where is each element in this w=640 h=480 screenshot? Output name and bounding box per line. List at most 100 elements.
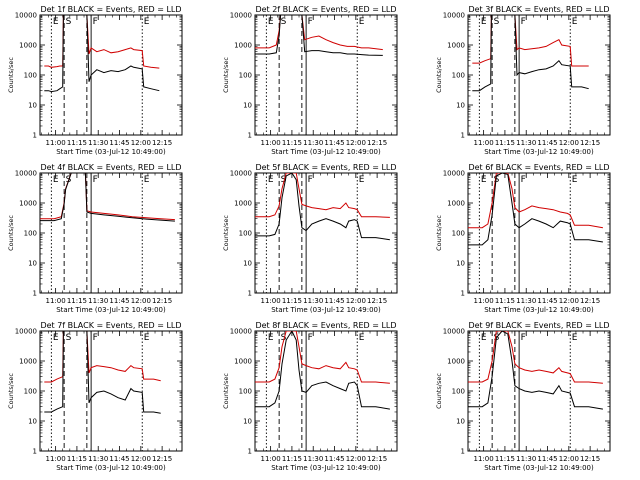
- x-tick-label: 12:15: [152, 139, 172, 147]
- plot-title: Det 3f BLACK = Events, RED = LLD: [468, 5, 609, 14]
- x-tick-label: 12:15: [152, 455, 172, 463]
- region-marker-label: E: [481, 333, 487, 343]
- y-tick-label: 10: [456, 418, 465, 426]
- x-tick-label: 11:15: [495, 297, 515, 305]
- detector-panel: Det 6f BLACK = Events, RED = LLD 1 10 100 10…: [435, 163, 611, 314]
- plot-frame: [254, 330, 398, 452]
- x-tick-label: 12:00: [131, 139, 151, 147]
- x-tick-label: 11:00: [474, 455, 494, 463]
- y-tick-label: 10: [28, 102, 37, 110]
- x-tick-label: 11:45: [324, 139, 344, 147]
- x-tick-label: 11:00: [474, 297, 494, 305]
- plot-title: Det 5f BLACK = Events, RED = LLD: [255, 163, 396, 172]
- x-tick-label: 11:45: [324, 297, 344, 305]
- y-axis-label: Counts/sec: [222, 57, 230, 93]
- region-marker-label: E: [268, 17, 274, 27]
- y-tick-label: 1000: [234, 42, 252, 50]
- x-tick-label: 11:15: [67, 297, 87, 305]
- y-tick-label: 1: [248, 290, 252, 298]
- y-axis-label: Counts/sec: [435, 57, 443, 93]
- y-tick-label: 100: [24, 230, 37, 238]
- detector-panel: Det 5f BLACK = Events, RED = LLD 1 10 100 10…: [222, 163, 398, 314]
- region-marker-label: S: [281, 17, 287, 27]
- y-tick-label: 100: [24, 388, 37, 396]
- lld-series-line: [468, 173, 603, 229]
- region-marker-label: E: [53, 175, 59, 185]
- region-marker-label: E: [572, 17, 578, 27]
- y-tick-label: 10: [243, 418, 252, 426]
- region-marker-label: S: [494, 175, 500, 185]
- y-tick-label: 1000: [19, 358, 37, 366]
- x-tick-label: 12:15: [580, 297, 600, 305]
- plot-frame: [39, 14, 183, 136]
- x-axis-label: Start Time (03-Jul-12 10:49:00): [271, 464, 381, 472]
- y-tick-label: 1: [461, 448, 465, 456]
- plot-frame: [254, 14, 398, 136]
- events-series-line: [44, 331, 161, 414]
- x-tick-label: 11:15: [282, 297, 302, 305]
- region-marker-label: E: [268, 333, 274, 343]
- region-marker-label: E: [359, 175, 365, 185]
- region-marker-label: E: [53, 333, 59, 343]
- region-marker-label: E: [359, 333, 365, 343]
- y-tick-label: 1000: [19, 200, 37, 208]
- region-marker-label: E: [572, 175, 578, 185]
- x-tick-label: 12:00: [559, 455, 579, 463]
- x-tick-label: 11:00: [46, 297, 66, 305]
- region-marker-label: F: [308, 333, 313, 343]
- plot-title: Det 4f BLACK = Events, RED = LLD: [40, 163, 181, 172]
- plot-frame: [467, 14, 611, 136]
- x-tick-label: 12:15: [580, 455, 600, 463]
- x-tick-label: 11:45: [324, 455, 344, 463]
- region-marker-label: S: [281, 175, 287, 185]
- events-series-line: [40, 173, 175, 222]
- y-axis-label: Counts/sec: [7, 215, 15, 251]
- y-tick-label: 1: [33, 448, 37, 456]
- region-marker-label: E: [268, 175, 274, 185]
- x-tick-label: 12:15: [367, 455, 387, 463]
- x-tick-label: 11:30: [303, 455, 323, 463]
- y-tick-label: 10: [243, 260, 252, 268]
- plot-frame: [39, 330, 183, 452]
- plot-title: Det 9f BLACK = Events, RED = LLD: [468, 321, 609, 330]
- x-tick-label: 11:30: [303, 139, 323, 147]
- x-tick-label: 11:30: [88, 455, 108, 463]
- x-tick-label: 11:30: [516, 297, 536, 305]
- x-tick-label: 11:30: [516, 455, 536, 463]
- x-tick-label: 11:30: [516, 139, 536, 147]
- x-tick-label: 12:00: [559, 139, 579, 147]
- x-tick-label: 11:15: [282, 455, 302, 463]
- plot-title: Det 1f BLACK = Events, RED = LLD: [40, 5, 181, 14]
- detector-panel: Det 3f BLACK = Events, RED = LLD 1 10 100 10…: [435, 5, 611, 156]
- events-series-line: [468, 173, 603, 246]
- region-marker-label: E: [359, 17, 365, 27]
- y-tick-label: 10000: [443, 12, 465, 20]
- x-tick-label: 12:15: [367, 139, 387, 147]
- region-marker-label: E: [144, 175, 150, 185]
- x-tick-label: 11:00: [261, 139, 281, 147]
- x-tick-label: 12:00: [131, 455, 151, 463]
- plot-title: Det 8f BLACK = Events, RED = LLD: [255, 321, 396, 330]
- x-tick-label: 11:15: [495, 139, 515, 147]
- detector-panel: Det 7f BLACK = Events, RED = LLD 1 10 100 10…: [7, 321, 183, 472]
- detector-panel: Det 9f BLACK = Events, RED = LLD 1 10 100 10…: [435, 321, 611, 472]
- x-axis-label: Start Time (03-Jul-12 10:49:00): [56, 464, 166, 472]
- events-series-line: [44, 15, 160, 93]
- region-marker-label: F: [93, 333, 98, 343]
- y-tick-label: 100: [24, 72, 37, 80]
- y-tick-label: 10000: [443, 328, 465, 336]
- y-axis-label: Counts/sec: [222, 373, 230, 409]
- y-tick-label: 1000: [447, 358, 465, 366]
- x-tick-label: 11:00: [474, 139, 494, 147]
- region-marker-label: F: [93, 17, 98, 27]
- y-tick-label: 1: [461, 290, 465, 298]
- x-tick-label: 11:15: [67, 139, 87, 147]
- x-tick-label: 11:45: [109, 297, 129, 305]
- x-tick-label: 11:30: [303, 297, 323, 305]
- y-tick-label: 10: [28, 260, 37, 268]
- region-marker-label: E: [481, 175, 487, 185]
- events-series-line: [255, 15, 383, 56]
- y-axis-label: Counts/sec: [7, 57, 15, 93]
- lld-series-line: [44, 15, 160, 69]
